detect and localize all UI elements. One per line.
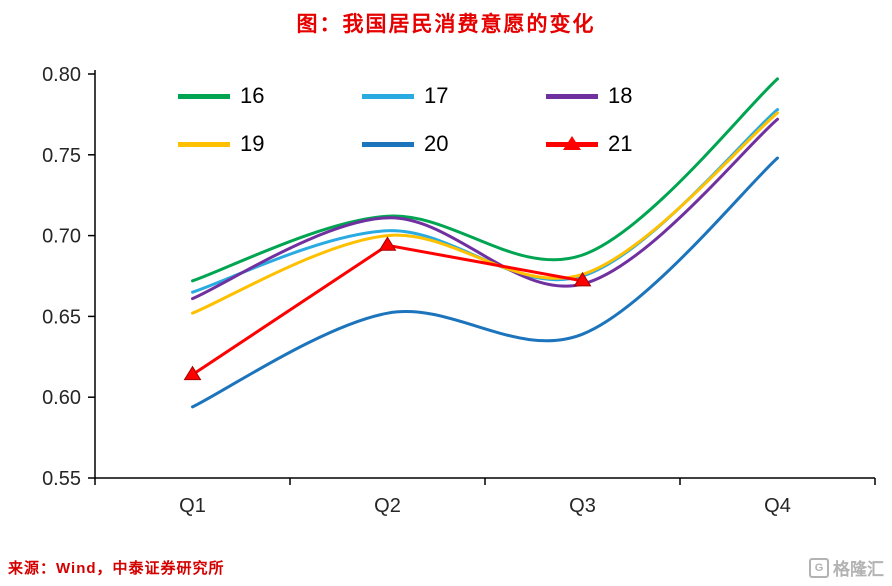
series-line-18 xyxy=(191,117,779,301)
legend-item-20: 20 xyxy=(362,130,546,158)
y-tick-label: 0.60 xyxy=(42,387,81,409)
y-tick-label: 0.80 xyxy=(42,64,81,86)
legend-triangle-icon xyxy=(563,136,581,150)
y-tick-label: 0.75 xyxy=(42,145,81,167)
watermark: G 格隆汇 xyxy=(809,555,884,580)
legend-label-21: 21 xyxy=(608,131,633,156)
watermark-text: 格隆汇 xyxy=(833,560,884,579)
y-tick-label: 0.55 xyxy=(42,468,81,490)
watermark-logo-icon: G xyxy=(809,557,829,578)
legend-swatch-16 xyxy=(178,87,230,105)
legend-swatch-17 xyxy=(362,87,414,105)
series-line-20 xyxy=(191,156,779,409)
chart-legend: 16 17 18 19 20 21 xyxy=(178,82,730,158)
series-marker-21 xyxy=(378,236,397,251)
legend-line-icon xyxy=(546,94,598,99)
x-tick-label: Q2 xyxy=(374,495,401,517)
x-tick-label: Q1 xyxy=(179,495,206,517)
series-marker-21 xyxy=(183,365,202,381)
legend-line-icon xyxy=(178,94,230,99)
legend-line-icon xyxy=(362,94,414,99)
legend-label-19: 19 xyxy=(240,131,265,156)
legend-item-17: 17 xyxy=(362,82,546,110)
legend-line-icon xyxy=(362,142,414,147)
legend-label-20: 20 xyxy=(424,131,449,156)
legend-swatch-21 xyxy=(546,135,598,153)
legend-swatch-20 xyxy=(362,135,414,153)
chart-title: 图：我国居民消费意愿的变化 xyxy=(296,13,596,36)
legend-swatch-19 xyxy=(178,135,230,153)
y-tick-label: 0.70 xyxy=(42,226,81,248)
series-marker-21 xyxy=(573,271,592,287)
legend-label-17: 17 xyxy=(424,83,449,108)
legend-label-16: 16 xyxy=(240,83,265,108)
series-line-21 xyxy=(191,243,584,377)
series-line-16 xyxy=(191,77,779,283)
source-note: 来源：Wind，中泰证券研究所 xyxy=(8,560,225,577)
x-tick-label: Q3 xyxy=(569,495,596,517)
y-tick-label: 0.65 xyxy=(42,306,81,328)
legend-item-21: 21 xyxy=(546,130,730,158)
legend-item-18: 18 xyxy=(546,82,730,110)
legend-line-icon xyxy=(178,142,230,147)
legend-swatch-18 xyxy=(546,87,598,105)
legend-item-16: 16 xyxy=(178,82,362,110)
legend-item-19: 19 xyxy=(178,130,362,158)
legend-label-18: 18 xyxy=(608,83,633,108)
x-tick-label: Q4 xyxy=(764,495,791,517)
